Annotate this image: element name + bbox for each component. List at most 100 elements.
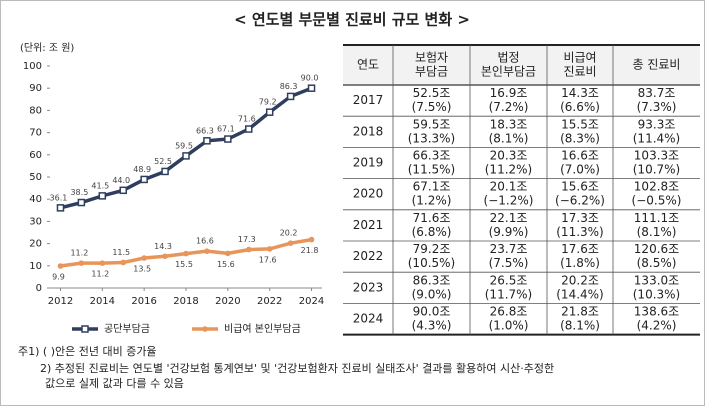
marker: [204, 248, 210, 254]
y-tick-label: 0: [36, 283, 42, 294]
data-label: 11.2: [70, 249, 88, 258]
marker: [203, 137, 211, 145]
marker: [245, 246, 252, 253]
x-tick-label: 2014: [90, 296, 115, 307]
table-cell: 86.3조: [413, 273, 451, 287]
marker: [98, 192, 107, 200]
table-cell: 진료비: [563, 65, 596, 79]
x-tick-label: 2020: [215, 296, 240, 307]
table-cell: (10.7%): [633, 163, 680, 177]
marker: [141, 255, 147, 261]
marker: [162, 253, 168, 260]
table-cell: 133.0조: [634, 273, 679, 287]
table-cell: (4.2%): [637, 319, 677, 333]
table-cell: (7.5%): [489, 256, 529, 270]
marker: [182, 152, 190, 160]
table-cell: 16.9조: [490, 86, 528, 100]
data-label: 71.6: [238, 115, 256, 124]
table-cell: 비급여: [563, 51, 596, 65]
marker: [57, 263, 64, 269]
table-cell: 연도: [357, 58, 379, 72]
table-cell: 79.2조: [413, 242, 451, 256]
table-cell: 2023: [353, 280, 384, 294]
table-cell: 법정: [497, 51, 519, 65]
table-cell: (−0.5%): [632, 194, 682, 208]
marker: [225, 250, 231, 257]
table-cell: 26.5조: [490, 273, 528, 287]
data-label: 90.0: [301, 74, 319, 83]
table-cell: (8.1%): [560, 319, 600, 333]
table-cell: (8.5%): [637, 256, 677, 270]
table-cell: (1.8%): [560, 256, 600, 270]
table-cell: 23.7조: [490, 242, 528, 256]
table-cell: (7.0%): [560, 163, 600, 177]
table-cell: (6.6%): [560, 100, 600, 114]
table-cell: 120.6조: [634, 242, 679, 256]
marker: [161, 167, 169, 176]
table-cell: 90.0조: [413, 305, 451, 319]
table-cell: 보험자: [415, 51, 448, 65]
x-tick-label: 2016: [131, 296, 156, 307]
table-cell: 103.3조: [634, 149, 679, 163]
y-tick-label: 60: [29, 150, 42, 161]
x-tick-label: 2012: [48, 296, 73, 307]
table-cell: (4.3%): [412, 319, 452, 333]
table-cell: 67.1조: [413, 180, 451, 194]
data-label: 15.6: [217, 260, 235, 269]
data-label: 66.3: [196, 126, 214, 135]
table-cell: 17.6조: [561, 242, 599, 256]
legend-label: 비급여 본인부담금: [224, 323, 301, 335]
data-label: 59.5: [175, 141, 193, 150]
marker: [183, 250, 189, 257]
table-cell: 20.3조: [490, 149, 528, 163]
x-tick-label: 2018: [173, 296, 198, 307]
marker: [99, 260, 106, 266]
table-cell: (9.0%): [412, 287, 452, 301]
table-cell: (7.5%): [412, 100, 452, 114]
data-label: 17.3: [238, 235, 256, 244]
table-cell: (−6.2%): [555, 194, 605, 208]
table-cell: 15.6조: [561, 180, 599, 194]
table-cell: (1.2%): [412, 194, 452, 208]
data-label: 48.9: [133, 165, 151, 174]
table-cell: 2024: [353, 312, 384, 326]
table-cell: 2019: [353, 156, 384, 170]
table-cell: (9.9%): [489, 225, 529, 239]
table-cell: 111.1조: [634, 211, 679, 225]
table-cell: (11.7%): [485, 287, 532, 301]
table-cell: (−1.2%): [484, 194, 534, 208]
marker: [119, 186, 127, 195]
table-cell: (6.8%): [412, 225, 452, 239]
data-label: 11.2: [91, 270, 109, 279]
table-cell: 부담금: [415, 65, 448, 79]
data-label: 13.5: [133, 265, 151, 274]
table-cell: 18.3조: [490, 117, 528, 131]
table-cell: 2022: [353, 249, 384, 263]
data-label: 11.5: [112, 248, 130, 257]
marker: [286, 92, 295, 101]
marker: [78, 260, 85, 266]
table-cell: 20.1조: [490, 180, 528, 194]
table-cell: (7.2%): [489, 100, 529, 114]
table-cell: (11.3%): [556, 225, 603, 239]
table-cell: 71.6조: [413, 211, 451, 225]
marker: [287, 240, 294, 246]
table-cell: 17.3조: [561, 211, 599, 225]
data-label: 79.2: [259, 98, 277, 107]
note: 값으로 실제 값과 다를 수 있음: [45, 377, 184, 390]
data-label: 14.3: [154, 242, 172, 251]
y-tick-label: 90: [29, 83, 42, 94]
marker: [245, 125, 253, 133]
table-cell: 2021: [353, 218, 384, 232]
marker: [265, 108, 274, 116]
table-cell: (8.1%): [637, 225, 677, 239]
table-cell: (10.3%): [633, 287, 680, 301]
page-title: < 연도별 부문별 진료비 규모 변화 >: [234, 11, 470, 29]
legend-marker: [81, 325, 89, 333]
data-label: 16.6: [196, 237, 214, 246]
table-cell: (11.4%): [633, 131, 680, 145]
marker: [308, 236, 315, 243]
marker: [56, 204, 65, 212]
data-label: 52.5: [154, 157, 172, 166]
